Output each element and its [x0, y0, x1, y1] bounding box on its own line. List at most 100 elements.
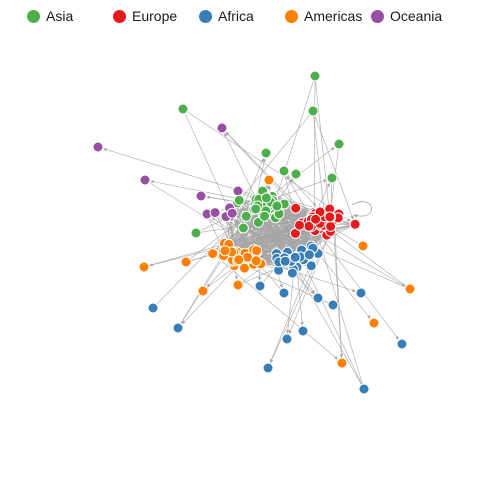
- node-oceania: [226, 207, 238, 219]
- node-asia: [309, 70, 321, 82]
- node-americas: [263, 174, 275, 186]
- node-oceania: [92, 141, 104, 153]
- node-americas: [357, 240, 369, 252]
- node-americas: [239, 262, 250, 274]
- node-africa: [147, 302, 159, 314]
- edge: [332, 221, 343, 364]
- edge: [288, 231, 331, 334]
- edge: [310, 222, 399, 340]
- node-americas: [180, 256, 192, 268]
- edge: [177, 214, 252, 329]
- node-asia: [260, 192, 272, 204]
- node-asia: [307, 105, 319, 117]
- edge: [271, 207, 406, 287]
- edge: [283, 170, 322, 213]
- node-oceania: [139, 174, 151, 186]
- legend-swatch-europe: [113, 9, 126, 23]
- node-asia: [290, 168, 302, 180]
- node-americas: [336, 357, 348, 369]
- edge: [312, 110, 354, 220]
- node-africa: [278, 287, 290, 299]
- node-africa: [262, 362, 274, 374]
- node-americas: [368, 317, 380, 329]
- edge: [257, 75, 316, 256]
- legend-swatch-oceania: [371, 9, 384, 23]
- node-oceania: [195, 190, 207, 202]
- node-europe: [290, 202, 302, 214]
- node-africa: [281, 333, 293, 345]
- legend-label-asia: Asia: [46, 8, 74, 24]
- edge: [312, 220, 365, 390]
- node-asia: [259, 210, 270, 222]
- legend-label-africa: Africa: [218, 8, 254, 24]
- node-asia: [260, 147, 272, 159]
- node-oceania: [209, 207, 221, 219]
- node-africa: [355, 287, 367, 299]
- node-asia: [250, 203, 262, 215]
- legend-swatch-americas: [285, 9, 298, 23]
- node-americas: [197, 285, 209, 297]
- legend-swatch-africa: [199, 9, 212, 23]
- node-asia: [333, 138, 345, 150]
- node-oceania: [216, 122, 228, 134]
- edge: [177, 220, 244, 329]
- node-americas: [233, 254, 245, 266]
- node-americas: [207, 248, 219, 260]
- node-africa: [396, 338, 408, 350]
- edge: [312, 110, 326, 211]
- node-africa: [279, 255, 291, 267]
- node-layer: [92, 70, 416, 395]
- node-asia: [271, 200, 283, 212]
- node-americas: [404, 283, 416, 295]
- node-asia: [326, 172, 338, 184]
- edge: [229, 207, 315, 295]
- node-africa: [254, 280, 266, 292]
- legend: Asia Europe Africa Americas Oceania: [0, 6, 480, 28]
- edge: [253, 209, 275, 249]
- edge-layer: [103, 75, 411, 390]
- legend-item-europe: Europe: [113, 6, 177, 26]
- node-asia: [278, 165, 290, 177]
- node-europe: [349, 218, 361, 230]
- node-europe: [325, 220, 337, 232]
- node-africa: [312, 292, 324, 304]
- node-americas: [232, 279, 244, 291]
- node-europe: [294, 219, 305, 231]
- node-africa: [286, 267, 298, 279]
- edge: [258, 203, 365, 390]
- node-asia: [177, 103, 189, 115]
- node-asia: [237, 222, 249, 234]
- legend-item-americas: Americas: [285, 6, 362, 26]
- legend-label-europe: Europe: [132, 8, 178, 24]
- node-africa: [358, 383, 370, 395]
- node-europe: [324, 211, 336, 223]
- node-europe: [310, 213, 322, 225]
- legend-swatch-asia: [27, 9, 40, 23]
- node-africa: [289, 251, 301, 263]
- self-loop-edge: [351, 201, 372, 218]
- node-americas: [138, 261, 150, 273]
- node-africa: [297, 325, 309, 337]
- legend-item-asia: Asia: [27, 6, 73, 26]
- edge: [103, 147, 274, 202]
- legend-label-oceania: Oceania: [390, 8, 443, 24]
- node-asia: [190, 227, 202, 239]
- node-americas: [251, 245, 263, 257]
- legend-label-americas: Americas: [304, 8, 363, 24]
- legend-item-oceania: Oceania: [371, 6, 442, 26]
- node-africa: [303, 249, 315, 261]
- node-americas: [219, 245, 231, 257]
- edge: [206, 213, 222, 246]
- node-africa: [327, 299, 339, 311]
- edge: [316, 248, 411, 290]
- node-africa: [172, 322, 184, 334]
- node-africa: [305, 260, 317, 272]
- edge: [312, 75, 317, 207]
- legend-item-africa: Africa: [199, 6, 254, 26]
- edge: [259, 264, 285, 294]
- node-asia: [240, 210, 252, 222]
- edge: [269, 216, 331, 363]
- edge: [182, 108, 351, 222]
